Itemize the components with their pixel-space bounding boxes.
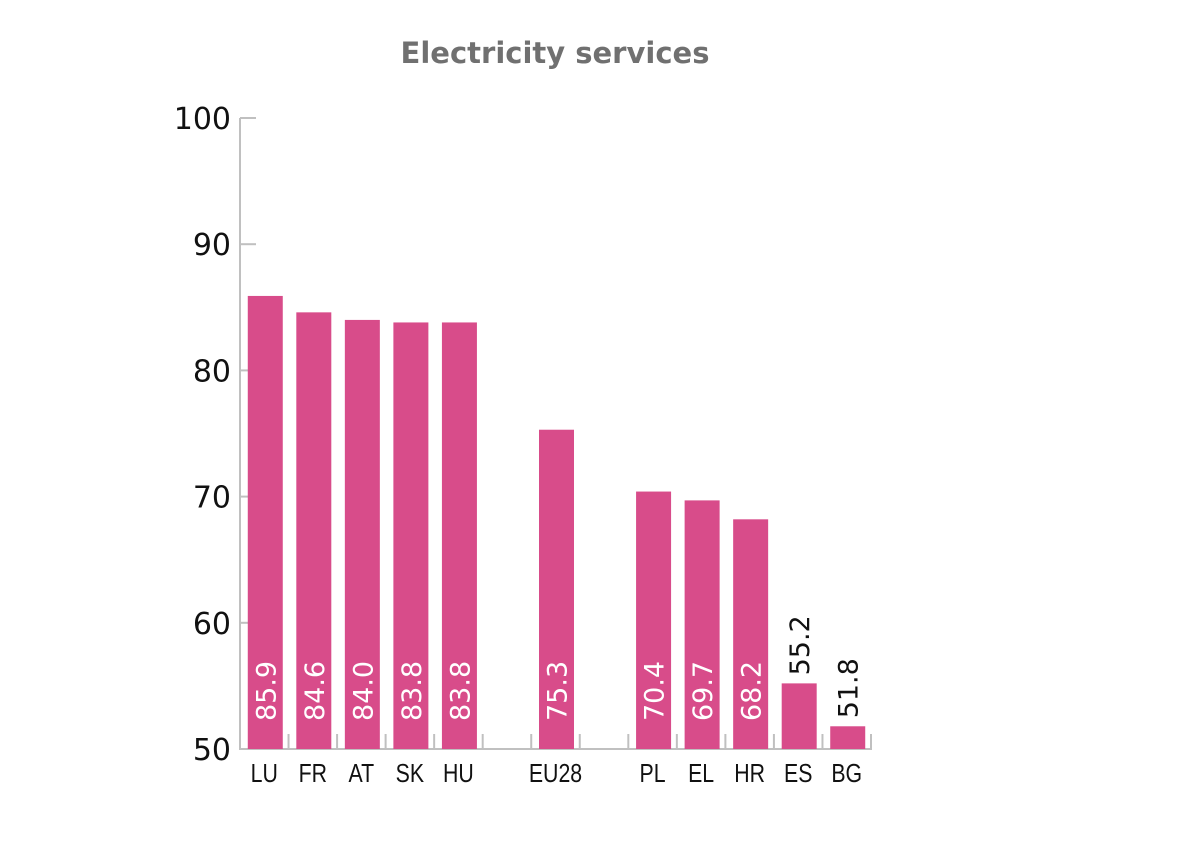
bar <box>830 726 866 749</box>
bar <box>539 429 574 749</box>
bar <box>441 322 477 749</box>
y-tick-label: 50 <box>193 733 231 768</box>
x-tick-label: AT <box>349 759 375 789</box>
x-tick-label: HR <box>734 759 765 789</box>
bars: 85.9 84.6 84.0 83.8 83.8 75.3 70.4 69.7 68.2 55.2… <box>247 295 866 749</box>
y-tick-label: 80 <box>193 354 231 389</box>
x-tick-label: LU <box>251 759 278 789</box>
y-tick-label: 60 <box>193 607 231 642</box>
chart-title: Electricity services <box>401 36 710 70</box>
bar <box>393 322 429 749</box>
bar <box>296 312 332 749</box>
value-label: 84.6 <box>300 661 331 721</box>
x-tick-label: BG <box>831 759 862 789</box>
value-label: 70.4 <box>640 661 671 721</box>
x-tick-label: HU <box>443 759 474 789</box>
x-tick-label: FR <box>299 759 327 789</box>
bar <box>636 491 672 749</box>
bar <box>733 519 769 749</box>
value-label: 68.2 <box>737 661 768 721</box>
y-tick-label: 70 <box>193 481 231 516</box>
value-label: 85.9 <box>251 661 282 721</box>
bar <box>344 319 380 749</box>
y-tick-label: 100 <box>174 102 231 137</box>
value-label: 75.3 <box>543 661 574 721</box>
y-tick-label: 90 <box>193 228 231 263</box>
x-tick-label: EL <box>688 759 714 789</box>
value-label: 55.2 <box>785 615 816 675</box>
x-tick-label: EU28 <box>529 759 582 789</box>
value-label: 83.8 <box>445 661 476 721</box>
bar <box>781 683 817 749</box>
bar <box>684 500 720 749</box>
value-label: 84.0 <box>348 661 379 721</box>
x-tick-label: SK <box>396 759 425 789</box>
value-label: 69.7 <box>688 661 719 721</box>
value-label: 83.8 <box>397 661 428 721</box>
axes: 50 60 70 80 90 100 LU FR AT SK HU EU28 PL EL HR ES BG <box>174 102 872 789</box>
value-label: 51.8 <box>834 658 865 718</box>
x-tick-label: ES <box>784 759 812 789</box>
bar <box>247 295 283 749</box>
x-tick-label: PL <box>640 759 666 789</box>
